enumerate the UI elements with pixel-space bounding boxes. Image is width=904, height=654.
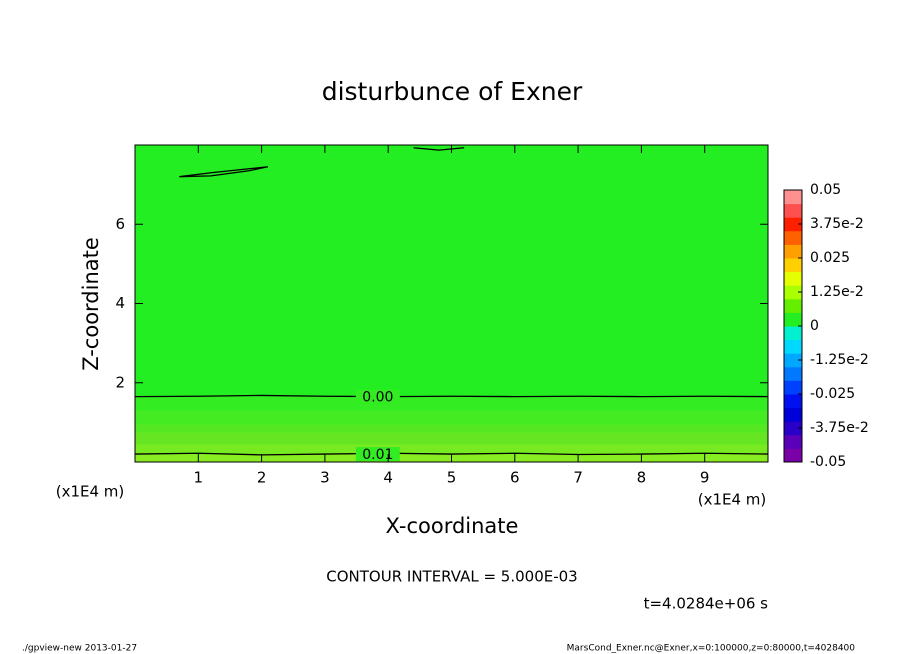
- colorbar-band: [784, 353, 802, 368]
- x-tick-label: 5: [447, 469, 457, 487]
- contour-interval: CONTOUR INTERVAL = 5.000E-03: [326, 568, 577, 586]
- colorbar-tick-label: -0.05: [810, 454, 846, 470]
- colorbar-band: [784, 217, 802, 232]
- y-unit: (x1E4 m): [56, 483, 125, 501]
- filled-layer: [135, 432, 768, 445]
- filled-layer: [135, 410, 768, 425]
- colorbar-band: [784, 230, 802, 245]
- colorbar-band: [784, 298, 802, 313]
- x-axis-label: X-coordinate: [386, 514, 519, 538]
- colorbar-band: [784, 339, 802, 354]
- contour-label-gap: [355, 389, 400, 404]
- x-unit: (x1E4 m): [698, 491, 767, 509]
- colorbar-band: [784, 244, 802, 259]
- x-tick-label: 6: [510, 469, 520, 487]
- x-tick-label: 3: [320, 469, 330, 487]
- x-tick-label: 1: [194, 469, 204, 487]
- colorbar-band: [784, 285, 802, 300]
- colorbar-tick-label: 0.05: [810, 182, 841, 198]
- contour-line: [134, 394, 769, 398]
- x-tick-label: 9: [700, 469, 710, 487]
- contour-label-gap: [355, 447, 400, 462]
- footer-left: ./gpview-new 2013-01-27: [22, 644, 137, 654]
- filled-layer: [135, 444, 768, 455]
- colorbar-band: [784, 366, 802, 381]
- colorbar-band: [784, 271, 802, 286]
- colorbar-band: [784, 421, 802, 436]
- time-label: t=4.0284e+06 s: [644, 595, 769, 613]
- y-axis-label: Z-coordinate: [79, 237, 103, 371]
- colorbar-band: [784, 434, 802, 449]
- colorbar-tick-label: -0.025: [810, 386, 855, 402]
- contour-line: [179, 166, 269, 178]
- colorbar-band: [784, 258, 802, 273]
- chart-title: disturbunce of Exner: [322, 77, 583, 106]
- y-tick-label: 4: [115, 294, 125, 312]
- x-tick-label: 7: [573, 469, 583, 487]
- colorbar-band: [784, 394, 802, 409]
- contour-label: 0.00: [362, 390, 393, 406]
- filled-layer: [135, 424, 768, 433]
- footer-right: MarsCond_Exner.nc@Exner,x=0:100000,z=0:8…: [567, 644, 856, 654]
- contour-label: 0.01: [362, 447, 393, 463]
- colorbar-band: [784, 190, 802, 205]
- colorbar-tick-label: 0.025: [810, 250, 850, 266]
- y-tick-label: 6: [115, 215, 125, 233]
- colorbar-band: [784, 448, 802, 463]
- colorbar-band: [784, 203, 802, 218]
- colorbar-tick-label: -1.25e-2: [810, 352, 869, 368]
- colorbar-band: [784, 380, 802, 395]
- colorbar-band: [784, 326, 802, 341]
- filled-layer: [135, 396, 768, 411]
- x-tick-label: 2: [257, 469, 267, 487]
- y-tick-label: 2: [115, 373, 125, 391]
- colorbar-band: [784, 312, 802, 327]
- colorbar-tick-label: -3.75e-2: [810, 420, 869, 436]
- colorbar-tick-label: 1.25e-2: [810, 284, 864, 300]
- colorbar-tick-label: 0: [810, 318, 819, 334]
- colorbar-tick-label: 3.75e-2: [810, 216, 864, 232]
- contour-line: [413, 147, 465, 151]
- x-tick-label: 8: [637, 469, 647, 487]
- x-tick-label: 4: [383, 469, 393, 487]
- colorbar-band: [784, 407, 802, 422]
